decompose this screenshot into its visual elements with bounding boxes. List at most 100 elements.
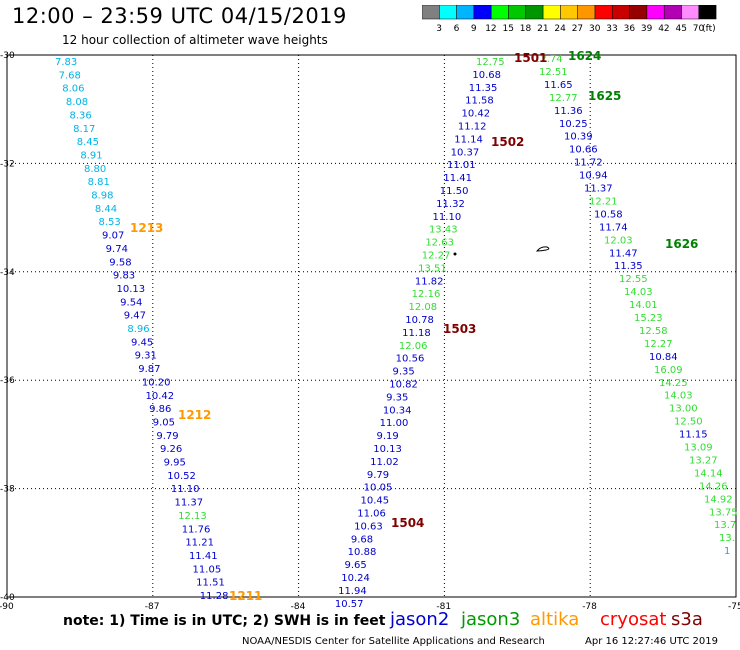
wave-height-value: 9.35 [392, 367, 414, 378]
colorbar-tick-label: 9 [471, 24, 477, 34]
wave-height-value: 10.84 [649, 352, 678, 363]
track-1: 7.83 7.68 8.06 8.08 8.36 8.17 8.45 8.91 8.80 8.81… [55, 57, 228, 602]
colorbar-tick-label: 24 [554, 24, 566, 34]
wave-height-value: 14.01 [629, 300, 658, 311]
wave-height-value: 10.52 [167, 471, 196, 482]
wave-height-value: 10.58 [594, 209, 623, 220]
colorbar-tick-label: 39 [641, 24, 653, 34]
wave-height-value: 12.21 [589, 196, 618, 207]
wave-height-value: 10.66 [569, 145, 598, 156]
wave-height-value: 11.02 [370, 457, 399, 468]
wave-height-value: 12.27 [644, 339, 673, 350]
wave-height-value: 11.12 [458, 122, 487, 133]
latitude-tick-label: -32 [0, 159, 15, 169]
wave-height-value: 13.75 [709, 507, 738, 518]
pass-label: 1502 [491, 135, 524, 149]
wave-height-value: 11.37 [174, 498, 203, 509]
pass-label: 1504 [391, 516, 424, 530]
latitude-tick-label: -34 [0, 268, 15, 278]
wave-height-value: 11.10 [171, 484, 200, 495]
wave-height-value: 8.45 [77, 137, 99, 148]
wave-height-value: 9.47 [124, 311, 146, 322]
wave-height-value: 11.82 [415, 276, 444, 287]
wave-height-value: 12.03 [604, 235, 633, 246]
credit-line: NOAA/NESDIS Center for Satellite Applica… [242, 636, 545, 647]
colorbar-tick-label: 36 [624, 24, 636, 34]
track-2: 12.75 10.68 11.35 11.58 10.42 11.1211.14 10.37… [335, 57, 505, 610]
generation-timestamp: Apr 16 12:27:46 UTC 2019 [585, 636, 718, 647]
pass-label: 1626 [665, 237, 698, 251]
wave-height-value: 12.58 [639, 326, 668, 337]
wave-height-value: 13.27 [689, 455, 718, 466]
wave-height-value: 11.58 [465, 96, 494, 107]
wave-height-value: 10.82 [389, 380, 418, 391]
wave-height-value: 14.26 [699, 481, 728, 492]
wave-height-value: 12.50 [674, 417, 703, 428]
wave-height-value: 11.35 [614, 261, 643, 272]
wave-height-value: 8.96 [127, 324, 149, 335]
wave-height-value: 14.25 [659, 378, 688, 389]
wave-height-value: 8.36 [69, 110, 91, 121]
wave-height-value: 10.88 [348, 547, 377, 558]
wave-height-value: 8.98 [91, 191, 113, 202]
latitude-tick-label: -30 [0, 51, 15, 61]
wave-height-value: 9.54 [120, 297, 142, 308]
longitude-tick-label: -75 [728, 602, 740, 612]
wave-height-value: 10.34 [383, 405, 412, 416]
wave-height-value: 10.63 [354, 521, 383, 532]
wave-height-value: 12.06 [399, 341, 428, 352]
wave-height-value: 10.24 [341, 573, 370, 584]
wave-height-value: 12.16 [412, 289, 441, 300]
latitude-tick-label: -38 [0, 485, 15, 495]
wave-height-value: 9.74 [106, 244, 128, 255]
wave-height-value: 9.45 [131, 337, 153, 348]
wave-height-value: 8.17 [73, 124, 95, 135]
wave-height-value: 11.50 [440, 186, 469, 197]
wave-height-value: 10.45 [360, 496, 389, 507]
wave-height-value: 9.35 [386, 392, 408, 403]
wave-height-value: 13.7 [714, 520, 736, 531]
pass-label: 1212 [178, 408, 211, 422]
wave-height-value: 11.18 [402, 328, 431, 339]
wave-height-value: 11.65 [544, 80, 573, 91]
wave-height-value: 12.55 [619, 274, 648, 285]
wave-height-value: 14.92 [704, 494, 733, 505]
wave-height-value: 10.78 [405, 315, 434, 326]
wave-height-value: 12.13 [178, 511, 207, 522]
wave-height-value: 11.76 [182, 524, 211, 535]
wave-height-value: 10.25 [559, 119, 588, 130]
colorbar-tick-label: 3 [436, 24, 442, 34]
latitude-tick-label: -40 [0, 593, 15, 603]
latitude-tick-label: -36 [0, 376, 15, 386]
wave-height-value: 9.31 [135, 351, 157, 362]
wave-height-value: 11.10 [433, 212, 462, 223]
wave-height-value: 10.05 [364, 483, 393, 494]
wave-height-value: 9.79 [367, 470, 389, 481]
wave-height-value: 13.51 [418, 263, 447, 274]
legend-cryosat: cryosat [600, 609, 667, 630]
wave-height-value: 13.00 [669, 404, 698, 415]
wave-height-value: 11.00 [380, 418, 409, 429]
wave-height-value: 10.57 [335, 599, 364, 610]
pass-label: 1624 [568, 49, 601, 63]
legend-jason3: jason3 [461, 609, 521, 630]
wave-height-value: 13. [719, 533, 735, 544]
wave-height-value: 11.28 [200, 591, 229, 602]
wave-height-value: 11.21 [185, 538, 214, 549]
wave-height-value: 12.08 [408, 302, 437, 313]
wave-height-value: 8.53 [98, 217, 120, 228]
wave-height-value: 1 [724, 546, 730, 557]
pass-label: 1501 [514, 51, 547, 65]
wave-height-value: 15.23 [634, 313, 663, 324]
units-note: note: 1) Time is in UTC; 2) SWH is in fe… [63, 613, 386, 629]
wave-height-value: 10.39 [564, 132, 593, 143]
wave-height-value: 8.08 [66, 97, 88, 108]
colorbar-tick-label: 15 [503, 24, 514, 34]
pass-label: 1503 [443, 322, 476, 336]
longitude-tick-label: -90 [0, 602, 14, 612]
wave-height-value: 9.07 [102, 231, 124, 242]
colorbar-tick-label: 27 [572, 24, 583, 34]
colorbar-tick-label: 6 [454, 24, 460, 34]
wave-height-value: 16.09 [654, 365, 683, 376]
legend-jason2: jason2 [390, 609, 450, 630]
